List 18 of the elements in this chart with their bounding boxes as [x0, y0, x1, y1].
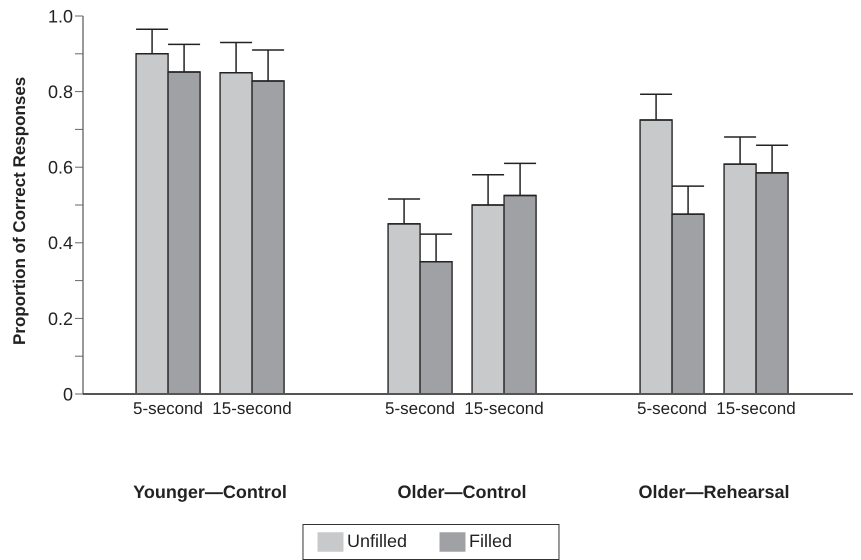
y-tick-label: 0.6 [48, 158, 73, 178]
y-tick-label: 0.4 [48, 233, 73, 254]
x-tick-label: 15-second [464, 399, 544, 418]
y-tick-label: 0.8 [48, 82, 73, 102]
text: Younger—Control [132, 482, 288, 503]
y-tick-label: 1.0 [48, 6, 73, 26]
text: Older—Rehearsal [637, 482, 791, 503]
x-tick-label: 5-second [385, 399, 455, 418]
legend-label: Filled [469, 530, 512, 551]
x-tick-label: 15-second [212, 399, 292, 418]
x-tick-label: 5-second [637, 399, 707, 418]
y-tick-label: 0 [62, 384, 73, 404]
y-tick-label: 0.2 [48, 308, 73, 329]
legend-label: Unfilled [346, 530, 408, 551]
x-tick-label: 15-second [716, 399, 796, 418]
x-tick-label: 5-second [133, 399, 203, 418]
text: Older—Control [396, 482, 528, 503]
y-axis-title: Proportion of Correct Responses [10, 76, 30, 345]
